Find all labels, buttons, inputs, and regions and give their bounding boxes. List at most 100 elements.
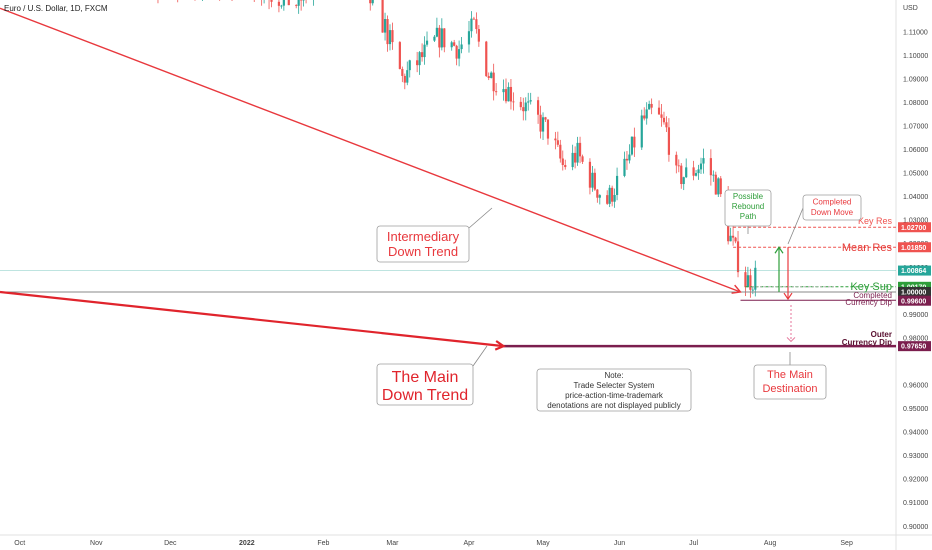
candle [630, 136, 633, 156]
candle [504, 78, 508, 104]
currency-label: USD [903, 5, 918, 12]
candle [300, 0, 303, 11]
time-tick-label: Jul [689, 540, 698, 547]
candle [386, 15, 389, 52]
candle [270, 0, 273, 8]
main-downtrend-box-line: The Main [392, 369, 459, 386]
candle [736, 230, 740, 278]
time-tick-label: Mar [386, 540, 399, 547]
candle [576, 136, 579, 166]
candle [305, 0, 307, 4]
candle [746, 266, 750, 288]
candle [593, 168, 596, 191]
rebound-path-box-line: Possible [733, 192, 764, 201]
candle [667, 118, 671, 162]
currency-dip-label: Currency Dip [845, 298, 892, 307]
candle [611, 185, 614, 207]
candle [598, 194, 601, 205]
note-box-line: Note: [604, 371, 623, 380]
price-tag: 1.02700 [898, 222, 931, 233]
candle [628, 144, 631, 164]
candle [596, 189, 599, 203]
candle [383, 12, 387, 41]
candle [559, 139, 562, 163]
candle [261, 0, 263, 6]
candle [527, 92, 530, 111]
candle [492, 63, 495, 101]
time-tick-label: Oct [14, 540, 25, 547]
candle [578, 136, 582, 164]
candle [677, 159, 680, 173]
candle [418, 51, 421, 75]
time-axis[interactable]: Oct Nov Dec 2022 Feb Mar Apr May Jun Jul Aug Sep [14, 540, 853, 547]
candle [443, 28, 446, 53]
time-tick-label: 2022 [239, 540, 255, 547]
price-tag-value: 1.00864 [901, 268, 926, 275]
main-destination-box[interactable]: The Main Destination [753, 352, 827, 400]
candle [640, 109, 643, 150]
candle [507, 82, 510, 102]
price-tick-label: 0.93000 [903, 453, 928, 460]
intermediary-downtrend-box-line: Down Trend [388, 244, 458, 259]
price-tick-label: 1.07000 [903, 123, 928, 130]
price-tag-value: 1.00000 [901, 290, 926, 297]
candle [440, 18, 443, 51]
candle [734, 236, 737, 244]
candle [406, 61, 409, 86]
price-tick-label: 1.08000 [903, 100, 928, 107]
candle [749, 268, 752, 298]
price-tick-label: 0.95000 [903, 406, 928, 413]
candle [313, 0, 314, 6]
candle [477, 24, 480, 47]
note-box[interactable]: Note:Trade Selecter Systemprice-action-t… [536, 368, 692, 412]
note-box-line: Trade Selecter System [573, 381, 654, 390]
price-tag: 1.00000 [898, 286, 931, 297]
candle [512, 92, 515, 111]
candle [425, 31, 429, 47]
candle [571, 144, 574, 171]
candle [420, 43, 424, 62]
candle [717, 177, 720, 198]
candle [509, 78, 513, 110]
candle [416, 51, 419, 73]
time-tick-label: Sep [840, 540, 853, 547]
mean-res-label: Mean Res [842, 242, 893, 254]
candle [460, 37, 463, 54]
rebound-path-box-line: Path [740, 212, 756, 221]
chart-title: Euro / U.S. Dollar, 1D, FXCM [4, 4, 108, 13]
price-tick-label: 1.10000 [903, 53, 928, 60]
price-tag-value: 0.99600 [901, 298, 926, 305]
price-tick-label: 0.90000 [903, 524, 928, 531]
candle [502, 79, 505, 101]
candle [539, 105, 542, 139]
candle [450, 40, 453, 51]
outer-label: Outer [871, 330, 892, 339]
time-tick-label: May [536, 540, 550, 547]
note-box-line: denotations are not displayed publicly [547, 401, 680, 410]
candle [544, 116, 547, 123]
destination-arrowhead [786, 337, 796, 343]
candle [615, 167, 619, 201]
candle [588, 158, 592, 195]
candle [692, 160, 695, 181]
candle [529, 92, 532, 105]
price-tag-value: 1.01850 [901, 245, 926, 252]
candle [467, 20, 471, 53]
candle [398, 41, 401, 70]
key-sup-label: Key Sup [850, 281, 892, 293]
candle [613, 188, 616, 208]
candle [623, 151, 626, 178]
price-axis[interactable]: 1.11000 1.10000 1.09000 1.08000 1.07000 1.060… [898, 29, 931, 531]
main-destination-box-line: The Main [767, 369, 813, 381]
price-tag-value: 0.97650 [901, 344, 926, 351]
price-tick-label: 1.03000 [903, 218, 928, 225]
candle [408, 59, 411, 78]
candle [381, 0, 384, 33]
candle [475, 12, 478, 34]
